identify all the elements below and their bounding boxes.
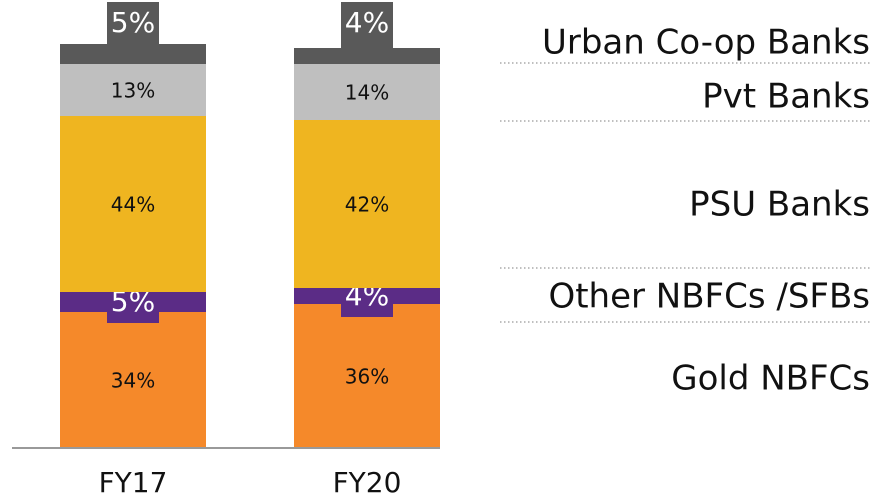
- value-label: 36%: [345, 365, 389, 389]
- legend-label: Urban Co-op Banks: [542, 23, 870, 63]
- legend-label: Other NBFCs /SFBs: [548, 277, 870, 317]
- legend-label: Pvt Banks: [702, 77, 870, 117]
- value-label: 4%: [345, 6, 389, 39]
- legend-label: Gold NBFCs: [671, 359, 870, 399]
- value-label: 5%: [111, 6, 155, 39]
- bar-segment: [60, 116, 206, 292]
- value-label: 14%: [345, 81, 389, 105]
- bar-segment: [294, 120, 440, 288]
- legend-label: PSU Banks: [689, 185, 870, 225]
- bar-segment: [294, 64, 440, 120]
- value-label: 42%: [345, 193, 389, 217]
- value-label: 13%: [111, 79, 155, 103]
- bar-segment: [60, 312, 206, 448]
- value-label: 44%: [111, 193, 155, 217]
- x-tick-label: FY20: [333, 466, 402, 499]
- bar-segment: [294, 304, 440, 448]
- label-box: [107, 2, 159, 64]
- bar-segment: [60, 64, 206, 116]
- value-label: 34%: [111, 369, 155, 393]
- label-box: [341, 2, 393, 64]
- x-tick-label: FY17: [99, 466, 168, 499]
